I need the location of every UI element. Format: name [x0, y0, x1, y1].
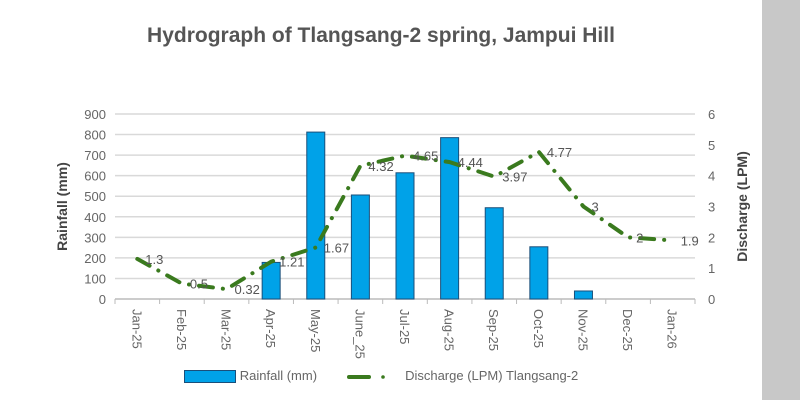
y-right-tick-label: 0 — [708, 292, 715, 307]
y-left-tick-label: 600 — [84, 169, 106, 184]
discharge-data-label: 4.32 — [368, 159, 393, 174]
discharge-data-label: 0.5 — [190, 277, 208, 292]
x-tick-label: Oct-25 — [531, 309, 546, 348]
y-right-tick-label: 2 — [708, 230, 715, 245]
x-tick-label: Jan-25 — [129, 309, 144, 349]
x-tick-label: May-25 — [308, 309, 323, 352]
discharge-data-label: 1.67 — [324, 241, 349, 256]
legend-label: Rainfall (mm) — [239, 368, 318, 383]
x-tick-label: Sep-25 — [486, 309, 501, 351]
y-left-axis-title: Rainfall (mm) — [54, 162, 70, 251]
rainfall-bar — [440, 137, 460, 300]
y-right-tick-label: 5 — [708, 138, 715, 153]
y-left-tick-label: 700 — [84, 148, 106, 163]
y-right-axis-title: Discharge (LPM) — [734, 151, 750, 261]
legend-item-rainfall: Rainfall (mm) — [183, 368, 318, 384]
discharge-data-label: 1.3 — [145, 252, 163, 267]
y-left-tick-label: 0 — [99, 292, 106, 307]
discharge-data-label: 4.77 — [547, 145, 572, 160]
y-right-tick-label: 6 — [708, 107, 715, 122]
discharge-data-label: 4.65 — [413, 149, 438, 164]
rainfall-bar — [484, 207, 504, 300]
x-tick-label: Apr-25 — [263, 309, 278, 348]
x-tick-label: Mar-25 — [219, 309, 234, 350]
rainfall-bar — [529, 246, 549, 300]
discharge-data-label: 3 — [591, 200, 598, 215]
y-left-tick-label: 400 — [84, 210, 106, 225]
legend: Rainfall (mm) Discharge (LPM) Tlangsang-… — [0, 368, 762, 384]
x-tick-label: Jul-25 — [397, 309, 412, 344]
rainfall-bar — [306, 131, 326, 300]
discharge-data-label: 1.21 — [279, 255, 304, 270]
y-left-tick-label: 300 — [84, 230, 106, 245]
y-right-tick-label: 4 — [708, 169, 715, 184]
x-tick-label: Jan-26 — [665, 309, 680, 349]
y-left-tick-label: 900 — [84, 107, 106, 122]
y-left-tick-label: 500 — [84, 189, 106, 204]
y-left-tick-label: 800 — [84, 128, 106, 143]
x-tick-label: Dec-25 — [620, 309, 635, 351]
legend-item-discharge: Discharge (LPM) Tlangsang-2 — [345, 368, 578, 383]
rainfall-bar — [573, 290, 593, 300]
y-right-tick-label: 1 — [708, 261, 715, 276]
x-tick-label: June_25 — [352, 309, 367, 359]
x-tick-label: Feb-25 — [174, 309, 189, 350]
legend-swatch-bar — [183, 370, 236, 384]
rainfall-bar — [395, 172, 415, 300]
discharge-data-label: 3.97 — [502, 170, 527, 185]
chart-title: Hydrograph of Tlangsang-2 spring, Jampui… — [147, 24, 615, 47]
legend-label: Discharge (LPM) Tlangsang-2 — [405, 368, 579, 384]
discharge-data-label: 0.32 — [235, 282, 260, 297]
x-tick-label: Aug-25 — [442, 309, 457, 351]
y-left-tick-label: 200 — [84, 251, 106, 266]
x-tick-label: Nov-25 — [575, 309, 590, 351]
legend-swatch-line — [347, 374, 385, 379]
y-right-tick-label: 3 — [708, 200, 715, 215]
rainfall-bar — [350, 194, 370, 300]
discharge-data-label: 2 — [636, 230, 643, 245]
y-left-tick-label: 100 — [84, 271, 106, 286]
discharge-data-label: 1.9 — [681, 233, 699, 248]
discharge-data-label: 4.44 — [458, 155, 483, 170]
discharge-line — [135, 149, 675, 292]
background-strip — [762, 0, 800, 400]
